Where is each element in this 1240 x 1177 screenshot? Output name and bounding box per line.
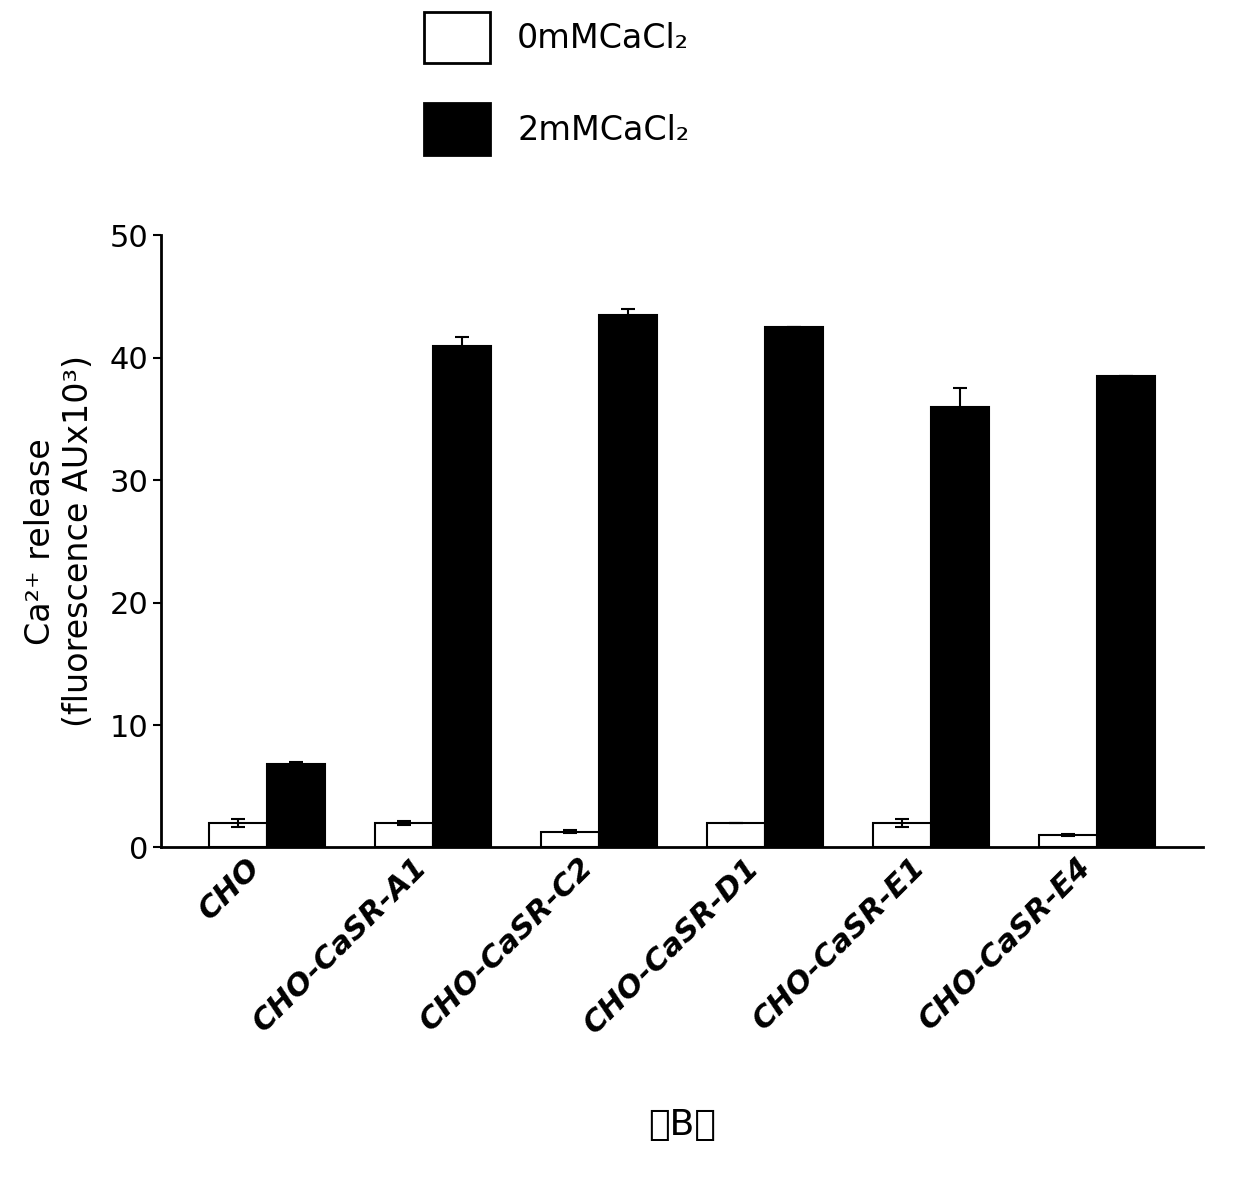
Bar [208,823,267,847]
Y-axis label: Ca²⁺ release
(fluorescence AUx10³): Ca²⁺ release (fluorescence AUx10³) [24,355,95,727]
Bar [541,831,599,847]
Text: （B）: （B） [649,1108,715,1142]
Bar [931,407,990,847]
Bar [433,346,491,847]
Bar [599,315,657,847]
Bar [765,327,823,847]
Bar [873,823,931,847]
Bar [707,823,765,847]
Bar [374,823,433,847]
Bar [1097,377,1156,847]
Bar [267,764,325,847]
Bar [1039,836,1097,847]
Legend: 0mMCaCl₂, 2mMCaCl₂: 0mMCaCl₂, 2mMCaCl₂ [407,0,706,172]
